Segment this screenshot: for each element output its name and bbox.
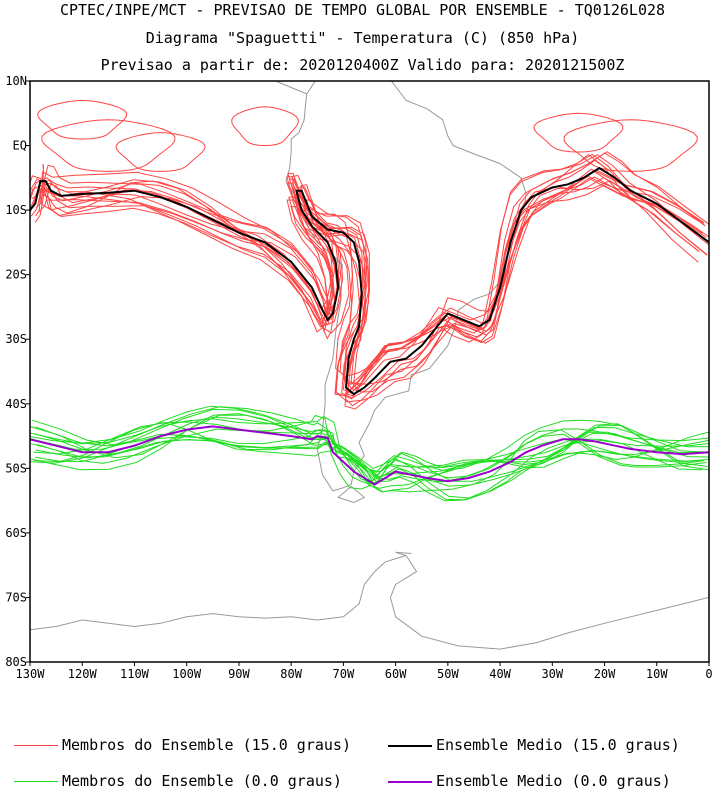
mean-0-line	[30, 425, 709, 486]
member-15-blob-5	[37, 99, 128, 140]
x-tick-label-0: 130W	[16, 667, 46, 681]
member-15-line-5	[30, 152, 709, 387]
coastline-segment-4	[395, 551, 412, 556]
legend-mean-15: Ensemble Medio (15.0 graus)	[388, 736, 680, 754]
y-tick-label-0: 10N	[5, 74, 27, 88]
axis-ticks: 130W 120W 110W 100W 90W 80W 70W 60W 50W 40W 30W 20W…	[5, 74, 712, 681]
mean-15-line	[30, 166, 709, 396]
member-15-line-2	[36, 154, 709, 385]
y-tick-label-3: 20S	[5, 268, 27, 282]
x-tick-label-10: 30W	[541, 667, 563, 681]
member-0-line-2	[30, 408, 709, 499]
member-0-line-14	[33, 421, 705, 487]
members-15-group	[30, 99, 709, 410]
x-tick-label-1: 120W	[68, 667, 98, 681]
x-tick-label-12: 10W	[646, 667, 668, 681]
coastline-map	[30, 36, 709, 650]
y-tick-label-7: 60S	[5, 526, 27, 540]
x-tick-label-8: 50W	[437, 667, 459, 681]
member-15-blob-0	[41, 119, 176, 172]
x-tick-label-11: 20W	[594, 667, 616, 681]
y-tick-label-2: 10S	[5, 203, 27, 217]
legend-swatch-mean-15	[388, 744, 432, 747]
title-line-1: CPTEC/INPE/MCT - PREVISAO DE TEMPO GLOBA…	[59, 1, 666, 19]
plot-frame	[29, 80, 710, 663]
member-15-blob-1	[115, 132, 206, 172]
plot-area	[30, 36, 709, 650]
member-15-blob-2	[231, 106, 299, 147]
legend-swatch-mean-0	[388, 780, 432, 783]
member-15-blob-4	[533, 112, 624, 153]
x-tick-label-7: 60W	[385, 667, 407, 681]
members-0-group	[30, 405, 709, 502]
legend-label-mean-0: Ensemble Medio (0.0 graus)	[436, 772, 671, 790]
member-15-blob-3	[563, 119, 698, 172]
coastline-segment-5	[389, 555, 709, 650]
x-tick-label-13: 0	[705, 667, 712, 681]
member-0-line-13	[35, 429, 709, 493]
x-tick-label-5: 80W	[280, 667, 302, 681]
member-0-line-5	[30, 423, 709, 501]
y-tick-label-5: 40S	[5, 397, 27, 411]
title-line-3: Previsao a partir de: 2020120400Z Valido…	[100, 56, 625, 74]
member-15-line-0	[38, 153, 708, 400]
member-15-line-8	[30, 151, 706, 407]
coastline-segment-0	[285, 81, 527, 492]
legend-label-mean-15: Ensemble Medio (15.0 graus)	[436, 736, 680, 754]
member-15-line-12	[38, 163, 700, 397]
y-tick-label-6: 50S	[5, 461, 27, 475]
legend-members-15: Membros do Ensemble (15.0 graus)	[14, 736, 351, 754]
member-15-line-13	[30, 159, 708, 397]
coastline-segment-2	[337, 486, 366, 504]
member-0-line-11	[33, 422, 709, 479]
x-tick-label-6: 70W	[333, 667, 355, 681]
legend-mean-0: Ensemble Medio (0.0 graus)	[388, 772, 671, 790]
x-tick-label-4: 90W	[228, 667, 250, 681]
legend-swatch-members-0	[14, 781, 58, 782]
coastline-segment-3	[30, 555, 407, 631]
x-tick-label-9: 40W	[489, 667, 511, 681]
means-group	[30, 166, 709, 486]
x-tick-label-2: 110W	[120, 667, 150, 681]
member-15-line-3	[30, 170, 699, 378]
y-tick-label-9: 80S	[5, 655, 27, 669]
member-15-line-14	[34, 177, 709, 403]
title-line-2: Diagrama "Spaguetti" - Temperatura (C) (…	[145, 29, 580, 47]
legend-label-members-0: Membros do Ensemble (0.0 graus)	[62, 772, 342, 790]
legend-swatch-members-15	[14, 745, 58, 746]
legend-members-0: Membros do Ensemble (0.0 graus)	[14, 772, 342, 790]
y-tick-label-8: 70S	[5, 590, 27, 604]
coastline-segment-1	[274, 81, 307, 95]
member-15-line-1	[30, 179, 703, 394]
x-tick-label-3: 100W	[172, 667, 202, 681]
coastline-segment-6	[187, 36, 229, 49]
member-15-line-11	[35, 177, 707, 410]
member-15-line-7	[39, 169, 705, 399]
y-tick-label-4: 30S	[5, 332, 27, 346]
y-tick-label-1: EQ	[13, 139, 27, 153]
legend-label-members-15: Membros do Ensemble (15.0 graus)	[62, 736, 351, 754]
